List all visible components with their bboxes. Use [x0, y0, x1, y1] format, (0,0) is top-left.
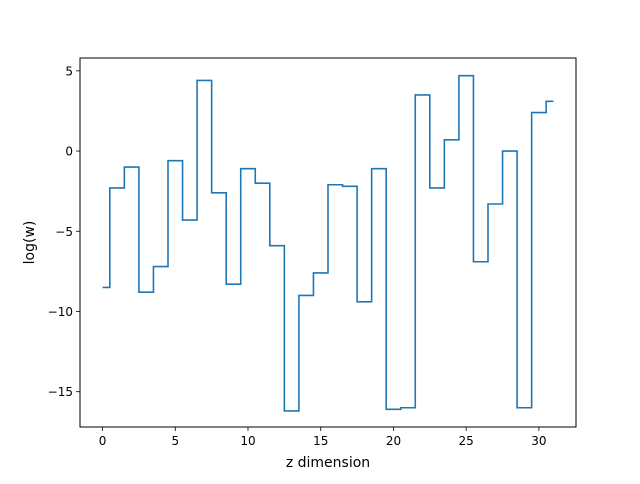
y-tick-label: 0 [65, 145, 73, 159]
x-tick-label: 10 [240, 434, 255, 448]
y-tick-label: −10 [48, 305, 73, 319]
y-tick-label: 5 [65, 64, 73, 78]
x-axis-label: z dimension [286, 455, 370, 471]
y-tick-label: −15 [48, 385, 73, 399]
x-tick-label: 20 [386, 434, 401, 448]
x-tick-label: 15 [313, 434, 328, 448]
x-tick-label: 25 [459, 434, 474, 448]
y-axis-label: log(w) [22, 221, 38, 265]
x-tick-label: 0 [99, 434, 107, 448]
series-step-line [102, 74, 554, 412]
y-tick-label: −5 [55, 225, 73, 239]
plot-frame [79, 57, 577, 428]
x-tick-label: 5 [171, 434, 179, 448]
x-tick-label: 30 [531, 434, 546, 448]
